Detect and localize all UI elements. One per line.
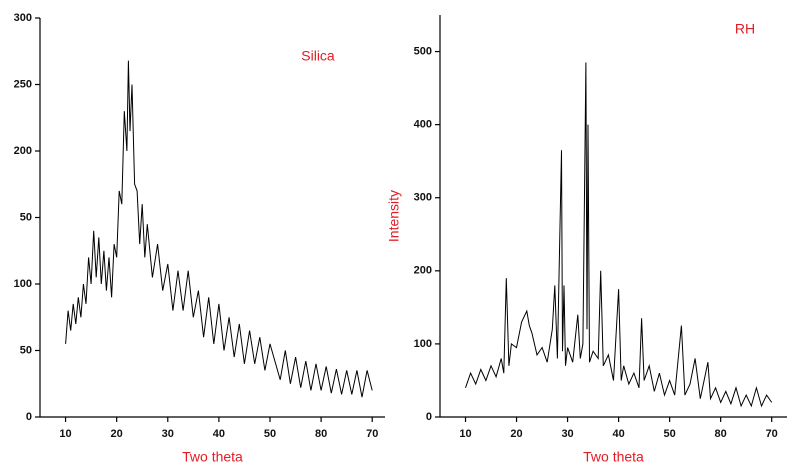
x-tick-label: 70	[766, 428, 778, 440]
x-tick-label: 10	[459, 428, 471, 440]
y-tick-label: 50	[20, 344, 32, 356]
y-tick-label: 0	[26, 411, 32, 423]
y-tick-label: 100	[414, 338, 432, 350]
x-tick-label: 80	[715, 428, 727, 440]
y-tick-label: 300	[414, 192, 432, 204]
y-tick-label: 100	[14, 278, 32, 290]
y-tick-label: 200	[14, 145, 32, 157]
x-axis-title: Two theta	[182, 449, 243, 465]
y-tick-label: 400	[414, 119, 432, 131]
x-tick-label: 50	[664, 428, 676, 440]
y-tick-label: 250	[14, 78, 32, 90]
y-tick-label: 300	[14, 12, 32, 24]
y-axis-title: Intensity	[386, 190, 402, 242]
x-tick-label: 40	[213, 428, 225, 440]
y-tick-label: 0	[426, 411, 432, 423]
x-tick-label: 70	[366, 428, 378, 440]
x-tick-label: 80	[315, 428, 327, 440]
x-tick-label: 10	[59, 428, 71, 440]
y-tick-label: 500	[414, 45, 432, 57]
annotation: RH	[735, 21, 755, 37]
annotation: Silica	[301, 48, 335, 64]
y-tick-label: 50	[20, 211, 32, 223]
data-line	[65, 60, 373, 398]
x-tick-label: 20	[111, 428, 123, 440]
x-tick-label: 50	[264, 428, 276, 440]
data-line	[465, 62, 773, 408]
x-tick-label: 40	[612, 428, 624, 440]
x-tick-label: 30	[162, 428, 174, 440]
y-tick-label: 200	[414, 265, 432, 277]
x-tick-label: 30	[561, 428, 573, 440]
x-axis-title: Two theta	[583, 449, 644, 465]
x-tick-label: 20	[510, 428, 522, 440]
